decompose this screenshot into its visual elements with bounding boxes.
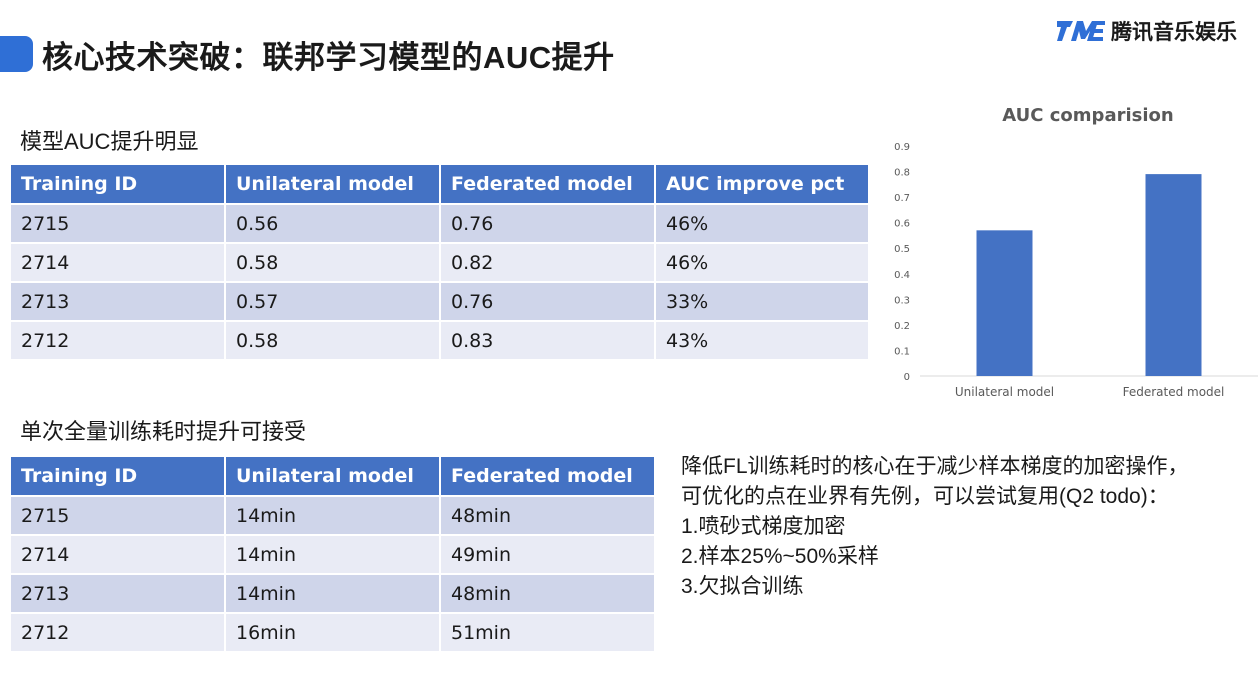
note-line: 3.欠拟合训练 xyxy=(681,575,804,598)
table-cell: 2714 xyxy=(11,243,226,283)
table-row: 2712 0.58 0.83 43% xyxy=(11,321,868,361)
column-header: AUC improve pct xyxy=(655,165,868,205)
table-cell: 2713 xyxy=(11,282,226,322)
table-row: 2713 14min 48min xyxy=(11,574,654,614)
x-tick-label: Federated model xyxy=(1123,385,1225,399)
y-tick-label: 0 xyxy=(904,372,910,383)
tme-logo-icon xyxy=(1057,21,1105,41)
title-accent-bar xyxy=(0,36,33,72)
column-header: Federated model xyxy=(440,457,654,497)
table-cell: 46% xyxy=(655,204,868,244)
y-tick-label: 0.7 xyxy=(894,193,910,204)
note-line: 可优化的点在业界有先例，可以尝试复用(Q2 todo)： xyxy=(681,485,1169,508)
table-cell: 0.83 xyxy=(440,321,656,361)
table-header-row: Training ID Unilateral model Federated m… xyxy=(11,457,654,497)
chart-title: AUC comparision xyxy=(1002,105,1173,126)
table-header-row: Training ID Unilateral model Federated m… xyxy=(11,165,868,205)
table-row: 2714 0.58 0.82 46% xyxy=(11,243,868,283)
y-tick-label: 0.1 xyxy=(894,346,910,357)
table-row: 2712 16min 51min xyxy=(11,613,654,653)
table-cell: 33% xyxy=(655,282,868,322)
y-axis-ticks: 0 0.1 0.2 0.3 0.4 0.5 0.6 0.7 0.8 0.9 xyxy=(894,142,910,383)
table-cell: 0.76 xyxy=(440,204,656,244)
table-cell: 0.82 xyxy=(440,243,656,283)
x-axis-labels: Unilateral model Federated model xyxy=(955,385,1225,399)
table-row: 2715 0.56 0.76 46% xyxy=(11,204,868,244)
logo-text: 腾讯音乐娱乐 xyxy=(1111,21,1237,44)
auc-table: Training ID Unilateral model Federated m… xyxy=(11,165,868,361)
table-row: 2715 14min 48min xyxy=(11,496,654,536)
note-line: 降低FL训练耗时的核心在于减少样本梯度的加密操作， xyxy=(681,455,1189,478)
company-logo: 腾讯音乐娱乐 xyxy=(1057,16,1237,46)
table-cell: 0.76 xyxy=(440,282,656,322)
table-cell: 2715 xyxy=(11,496,226,536)
table-cell: 2714 xyxy=(11,535,226,575)
bar xyxy=(1145,174,1202,376)
column-header: Unilateral model xyxy=(225,165,441,205)
section-title-time: 单次全量训练耗时提升可接受 xyxy=(20,419,307,444)
table-cell: 0.56 xyxy=(225,204,441,244)
table-cell: 43% xyxy=(655,321,868,361)
section-title-auc: 模型AUC提升明显 xyxy=(20,129,199,154)
x-tick-label: Unilateral model xyxy=(955,385,1054,399)
table-cell: 2712 xyxy=(11,321,226,361)
y-tick-label: 0.4 xyxy=(894,270,910,281)
y-tick-label: 0.5 xyxy=(894,244,910,255)
y-tick-label: 0.2 xyxy=(894,321,910,332)
note-line: 1.喷砂式梯度加密 xyxy=(681,515,846,538)
table-cell: 0.58 xyxy=(225,321,441,361)
note-line: 2.样本25%~50%采样 xyxy=(681,545,879,568)
time-table: Training ID Unilateral model Federated m… xyxy=(11,457,654,653)
table-cell: 14min xyxy=(225,535,441,575)
table-cell: 16min xyxy=(225,613,441,653)
table-cell: 48min xyxy=(440,574,654,614)
column-header: Unilateral model xyxy=(225,457,441,497)
y-tick-label: 0.8 xyxy=(894,168,910,179)
auc-comparison-chart: AUC comparision 0 0.1 0.2 0.3 0.4 0.5 0.6 0.7 0.… xyxy=(894,105,1258,399)
table-cell: 49min xyxy=(440,535,654,575)
bars xyxy=(976,174,1202,376)
y-tick-label: 0.6 xyxy=(894,219,910,230)
page-title: 核心技术突破：联邦学习模型的AUC提升 xyxy=(42,40,615,75)
y-tick-label: 0.9 xyxy=(894,142,910,153)
table-row: 2714 14min 49min xyxy=(11,535,654,575)
bar xyxy=(976,230,1033,376)
table-cell: 0.58 xyxy=(225,243,441,283)
table-cell: 2713 xyxy=(11,574,226,614)
table-cell: 51min xyxy=(440,613,654,653)
column-header: Training ID xyxy=(11,165,226,205)
table-cell: 2715 xyxy=(11,204,226,244)
table-cell: 2712 xyxy=(11,613,226,653)
optimization-note: 降低FL训练耗时的核心在于减少样本梯度的加密操作， 可优化的点在业界有先例，可以… xyxy=(681,452,1251,602)
table-cell: 0.57 xyxy=(225,282,441,322)
table-cell: 14min xyxy=(225,496,441,536)
table-row: 2713 0.57 0.76 33% xyxy=(11,282,868,322)
table-cell: 48min xyxy=(440,496,654,536)
table-cell: 14min xyxy=(225,574,441,614)
table-cell: 46% xyxy=(655,243,868,283)
column-header: Federated model xyxy=(440,165,656,205)
y-tick-label: 0.3 xyxy=(894,295,910,306)
column-header: Training ID xyxy=(11,457,226,497)
